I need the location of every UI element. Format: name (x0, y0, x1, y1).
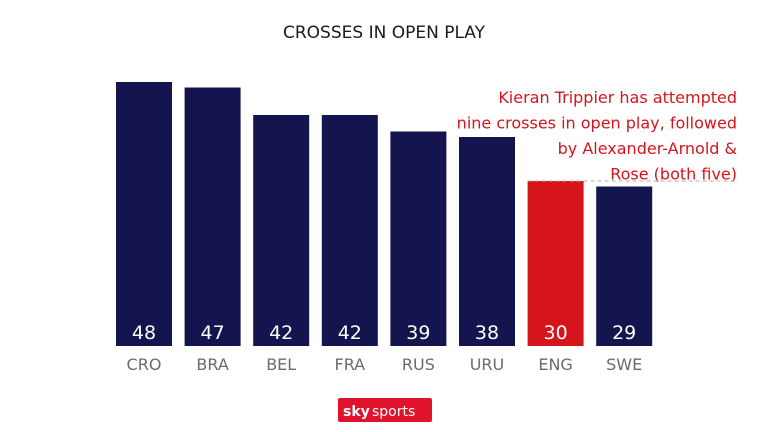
annotation-group: Kieran Trippier has attempted nine crosse… (457, 88, 737, 184)
annotation-line-1: Kieran Trippier has attempted (498, 88, 737, 107)
value-label-rus: 39 (406, 322, 430, 344)
chart-title: CROSSES IN OPEN PLAY (283, 23, 486, 43)
value-label-swe: 29 (612, 322, 636, 344)
bar-swe (596, 186, 653, 346)
logo-background (338, 398, 432, 422)
category-label-rus: RUS (402, 355, 435, 374)
bars-group: 48 CRO 47 BRA 42 BEL 42 FRA 39 RUS 38 URU 30 ENG 29 SWE (116, 82, 653, 374)
value-label-uru: 38 (475, 322, 499, 344)
bar-cro (116, 82, 172, 346)
annotation-line-4: Rose (both five) (610, 165, 737, 184)
category-label-bra: BRA (196, 355, 228, 374)
value-label-bel: 42 (269, 322, 293, 344)
category-label-fra: FRA (334, 355, 365, 374)
logo-sky-text: sky (343, 404, 370, 420)
category-label-swe: SWE (606, 355, 642, 374)
bar-fra (321, 115, 378, 346)
bar-eng (527, 181, 584, 346)
value-label-cro: 48 (132, 322, 156, 344)
category-label-eng: ENG (538, 355, 572, 374)
category-label-uru: URU (470, 355, 505, 374)
bar-rus (390, 131, 447, 346)
bar-bra (184, 87, 241, 346)
annotation-line-3: by Alexander-Arnold & (558, 139, 737, 158)
category-label-cro: CRO (127, 355, 162, 374)
value-label-eng: 30 (544, 322, 568, 344)
value-label-fra: 42 (338, 322, 362, 344)
value-label-bra: 47 (201, 322, 225, 344)
logo-sports-text: sports (372, 404, 415, 420)
category-label-bel: BEL (266, 355, 296, 374)
bar-uru (459, 137, 515, 346)
annotation-line-2: nine crosses in open play, followed (457, 114, 737, 133)
bar-bel (253, 115, 310, 346)
sky-sports-logo: sky sports (338, 398, 432, 422)
